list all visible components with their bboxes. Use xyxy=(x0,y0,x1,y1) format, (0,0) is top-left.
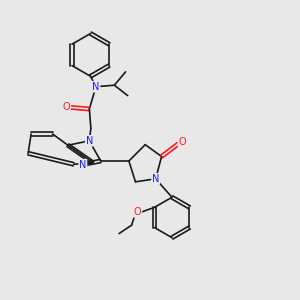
Text: N: N xyxy=(92,82,100,92)
Text: O: O xyxy=(178,137,186,147)
Text: O: O xyxy=(134,207,141,217)
Text: N: N xyxy=(86,136,93,146)
Text: N: N xyxy=(79,160,86,170)
Text: N: N xyxy=(152,174,159,184)
Text: O: O xyxy=(62,103,70,112)
